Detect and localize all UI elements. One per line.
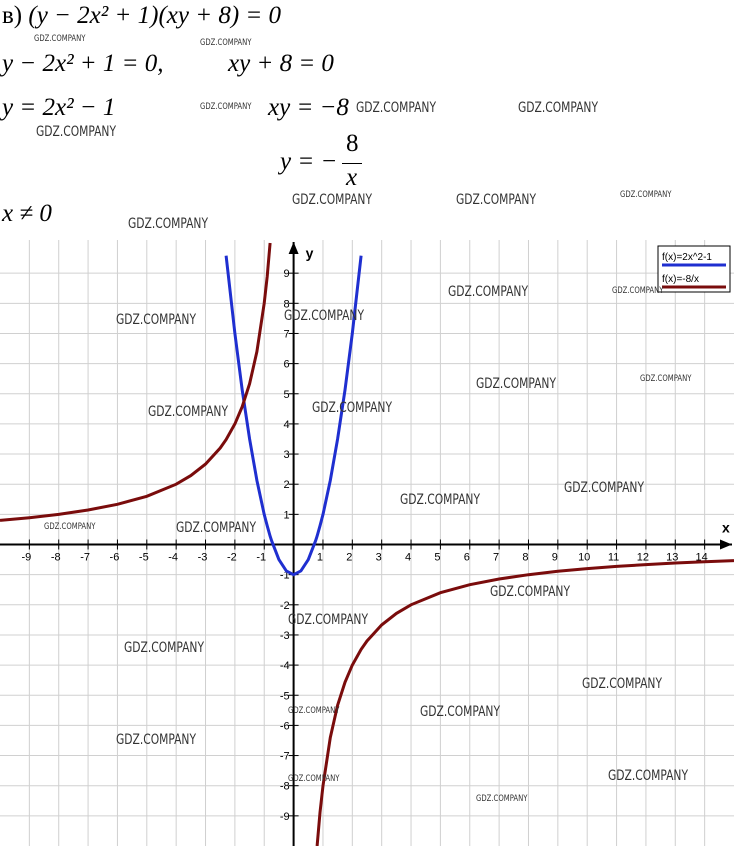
- y-tick-label: 8: [283, 298, 289, 310]
- watermark: GDZ.COMPANY: [34, 34, 86, 44]
- watermark: GDZ.COMPANY: [582, 676, 662, 692]
- x-tick-label: 13: [666, 552, 678, 564]
- step: y − 2x² + 1 = 0,: [2, 50, 164, 77]
- watermark: GDZ.COMPANY: [476, 794, 528, 804]
- watermark: GDZ.COMPANY: [200, 38, 252, 48]
- watermark: GDZ.COMPANY: [640, 374, 692, 384]
- equation-line: в) (y − 2x² + 1)(xy + 8) = 0: [2, 2, 281, 30]
- x-tick-label: 8: [522, 552, 528, 564]
- watermark: GDZ.COMPANY: [200, 102, 252, 112]
- x-tick-label: 10: [578, 552, 590, 564]
- watermark: GDZ.COMPANY: [490, 584, 570, 600]
- y-tick-label: -9: [280, 811, 290, 823]
- watermark: GDZ.COMPANY: [124, 640, 204, 656]
- y-tick-label: -6: [280, 720, 290, 732]
- watermark: GDZ.COMPANY: [288, 774, 340, 784]
- watermark: GDZ.COMPANY: [116, 732, 196, 748]
- x-tick-label: 1: [317, 552, 323, 564]
- watermark: GDZ.COMPANY: [456, 192, 536, 208]
- y-tick-label: 9: [283, 268, 289, 280]
- watermark: GDZ.COMPANY: [116, 312, 196, 328]
- watermark: GDZ.COMPANY: [284, 308, 364, 324]
- y-tick-label: -1: [280, 570, 290, 582]
- legend-box: [657, 245, 731, 293]
- y-tick-label: -3: [280, 630, 290, 642]
- axis-arrow: [288, 242, 299, 254]
- x-tick-label: -4: [168, 552, 178, 564]
- x-axis-label: x: [722, 520, 730, 536]
- problem-label: в): [2, 2, 23, 29]
- watermark: GDZ.COMPANY: [176, 520, 256, 536]
- x-tick-label: -9: [21, 552, 31, 564]
- series-line: [0, 242, 734, 846]
- x-tick-label: 6: [464, 552, 470, 564]
- x-tick-label: 3: [376, 552, 382, 564]
- watermark: GDZ.COMPANY: [518, 100, 598, 116]
- y-tick-label: 2: [283, 479, 289, 491]
- x-tick-label: 5: [434, 552, 440, 564]
- x-tick-label: -3: [198, 552, 208, 564]
- watermark: GDZ.COMPANY: [448, 284, 528, 300]
- denominator: x: [346, 164, 358, 191]
- watermark: GDZ.COMPANY: [612, 286, 664, 296]
- watermark: GDZ.COMPANY: [608, 768, 688, 784]
- chart: -9 -8 -7 -6 -5 -4 -3 -2 -1 1 2 3 4 5 6 7 8 9 10 11 12 13 14-9-…: [0, 240, 734, 846]
- y-tick-label: -5: [280, 690, 290, 702]
- x-tick-label: 4: [405, 552, 411, 564]
- watermark: GDZ.COMPANY: [128, 216, 208, 232]
- y-tick-label: 3: [283, 449, 289, 461]
- y-tick-label: -4: [280, 660, 290, 672]
- x-tick-label: 11: [608, 552, 619, 564]
- x-tick-label: -5: [139, 552, 149, 564]
- x-tick-label: -7: [80, 552, 90, 564]
- watermark: GDZ.COMPANY: [620, 190, 672, 200]
- y-tick-label: -2: [280, 600, 290, 612]
- watermark: GDZ.COMPANY: [400, 492, 480, 508]
- series-line: [224, 255, 363, 577]
- watermark: GDZ.COMPANY: [312, 400, 392, 416]
- x-tick-label: -6: [110, 552, 120, 564]
- legend-label: f(x)=2x^2-1: [662, 252, 712, 263]
- x-tick-label: 12: [637, 552, 649, 564]
- fraction-bar: [342, 163, 362, 164]
- watermark: GDZ.COMPANY: [148, 404, 228, 420]
- y-tick-label: 4: [283, 419, 289, 431]
- watermark: GDZ.COMPANY: [288, 706, 340, 716]
- equation: (y − 2x² + 1)(xy + 8) = 0: [28, 2, 282, 29]
- legend-label: f(x)=-8/x: [662, 274, 699, 285]
- numerator: 8: [346, 130, 359, 157]
- step: xy + 8 = 0: [228, 50, 334, 77]
- plot: [0, 242, 734, 846]
- fraction-lhs: y = −: [280, 148, 338, 175]
- y-tick-label: 1: [283, 509, 289, 521]
- y-tick-label: -8: [280, 781, 290, 793]
- watermark: GDZ.COMPANY: [44, 522, 96, 532]
- y-tick-label: -7: [280, 751, 290, 763]
- watermark: GDZ.COMPANY: [476, 376, 556, 392]
- y-tick-label: 6: [283, 359, 289, 371]
- watermark: GDZ.COMPANY: [288, 612, 368, 628]
- watermark: GDZ.COMPANY: [420, 704, 500, 720]
- y-tick-label: 5: [283, 389, 289, 401]
- x-tick-label: 2: [346, 552, 352, 564]
- condition: x ≠ 0: [2, 200, 52, 227]
- x-tick-label: -2: [227, 552, 237, 564]
- x-tick-label: 7: [493, 552, 499, 564]
- watermark: GDZ.COMPANY: [292, 192, 372, 208]
- y-axis-label: y: [306, 245, 314, 261]
- watermark: GDZ.COMPANY: [36, 124, 116, 140]
- step: xy = −8: [268, 94, 349, 121]
- x-tick-label: -1: [256, 552, 266, 564]
- x-tick-label: 9: [552, 552, 558, 564]
- y-tick-label: 7: [283, 328, 289, 340]
- step: y = 2x² − 1: [2, 94, 116, 121]
- x-tick-label: -8: [51, 552, 61, 564]
- axis-arrow: [720, 539, 732, 550]
- watermark: GDZ.COMPANY: [564, 480, 644, 496]
- watermark: GDZ.COMPANY: [356, 100, 436, 116]
